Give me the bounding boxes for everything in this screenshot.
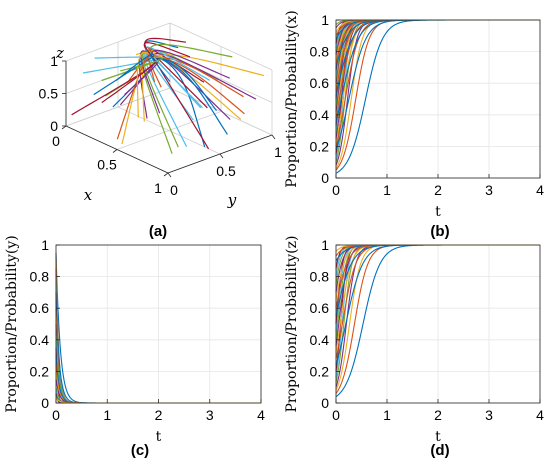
panel-c-x-tick-label: 3 (206, 407, 214, 423)
panel-c-y-tick-label: 0.6 (30, 300, 50, 316)
panel-d-x-tick-label: 1 (383, 407, 391, 423)
panel-a-x-tick (112, 149, 118, 153)
panel-a-trajectory (153, 56, 228, 135)
panel-c-x-axis-title: t (156, 429, 162, 445)
panel-a-x-tick-label: 1 (154, 180, 162, 196)
panel-a-y-tick-label: 0 (170, 182, 178, 198)
panel-c-y-tick-label: 0 (41, 395, 49, 411)
panel-b-y-tick-label: 0.6 (310, 75, 330, 91)
panel-b-x-tick-label: 0 (332, 182, 340, 198)
panel-a-trajectory (115, 53, 155, 81)
panel-b-y-tick-label: 1 (321, 12, 329, 28)
panel-d-x-tick-label: 3 (485, 407, 493, 423)
panel-a-x-tick-label: 0 (52, 133, 60, 149)
panel-c-y-tick-label: 0.8 (30, 269, 50, 285)
panel-a-trajectory (142, 51, 179, 148)
panel-label-c: (c) (131, 442, 149, 459)
panel-b-plot: 0 1 2 3 4 0 0.2 0.4 0.6 0.8 1 t Proportion/Probabili… (284, 10, 544, 220)
panel-a-z-tick-label: 1 (50, 53, 58, 69)
panel-c-x-tick-label: 2 (155, 407, 163, 423)
panel-b-x-tick-label: 4 (536, 182, 544, 198)
panel-a-grid-wall (169, 22, 273, 71)
panel-a-x-tick (163, 172, 169, 177)
panel-b-y-tick-label: 0.8 (310, 44, 330, 60)
panel-c-y-tick-label: 1 (41, 237, 49, 253)
panel-d-y-tick-label: 1 (321, 237, 329, 253)
panel-a-trajectory (120, 56, 164, 72)
panel-a-z-axis-title: z (55, 44, 64, 62)
panel-c-y-axis-title: Proportion/Probability(y) (4, 235, 20, 413)
panel-a-grid-wall (65, 22, 171, 62)
panel-a-trajectory (144, 37, 187, 58)
panel-a-grid-floor (117, 106, 221, 155)
panel-a-z-tick-label: 0 (50, 118, 58, 134)
panel-b-y-tick-label: 0.4 (310, 107, 330, 123)
panel-c-x-tick-label: 4 (257, 407, 265, 423)
panel-a-trajectory (153, 56, 206, 148)
panel-b-y-tick-label: 0.2 (310, 138, 330, 154)
panel-b-x-tick-label: 1 (383, 182, 391, 198)
panel-a-y-tick (219, 153, 224, 159)
panel-a-x-axis-title: x (84, 186, 93, 204)
panel-a-trajectory (152, 55, 242, 120)
panel-b-y-tick-label: 0 (321, 170, 329, 186)
panel-d-y-axis-title: Proportion/Probability(z) (284, 236, 300, 413)
panel-label-b: (b) (430, 223, 449, 240)
panel-d-x-axis-title: t (435, 429, 441, 445)
panel-d-y-tick-label: 0.2 (310, 363, 330, 379)
panel-a-x-tick-label: 0.5 (97, 157, 117, 173)
panel-b-x-tick-label: 3 (485, 182, 493, 198)
panel-b-y-axis-title: Proportion/Probability(x) (284, 10, 300, 188)
panel-a-y-axis-title: y (227, 191, 237, 209)
panel-a-trajectory (136, 51, 154, 118)
panel-label-a: (a) (149, 223, 167, 240)
panel-c-y-tick-label: 0.4 (30, 332, 50, 348)
panel-d-y-tick-label: 0.4 (310, 332, 330, 348)
panel-d-x-tick-label: 0 (332, 407, 340, 423)
panel-b-x-axis-title: t (435, 204, 441, 220)
panel-c-x-tick-label: 1 (103, 407, 111, 423)
panel-d-plot: 0 1 2 3 4 0 0.2 0.4 0.6 0.8 1 t Proportion/Probabili… (284, 236, 544, 445)
panel-d-x-tick-label: 2 (434, 407, 442, 423)
panel-a-trajectory (149, 43, 233, 58)
panel-a-x-tick (61, 125, 67, 130)
panel-d-y-tick-label: 0.8 (310, 269, 330, 285)
panel-a-z-tick-label: 0.5 (39, 86, 59, 102)
panel-a-y-tick-label: 0.5 (216, 163, 236, 179)
panel-a-trajectory (152, 54, 265, 77)
panel-a-y-tick-label: 1 (274, 144, 282, 160)
panel-a-y-tick (271, 134, 276, 140)
panel-c-y-tick-label: 0.2 (30, 363, 50, 379)
panel-d-x-tick-label: 4 (536, 407, 544, 423)
panel-a-trajectory (151, 49, 230, 79)
panel-c-x-tick-label: 0 (52, 407, 60, 423)
panel-d-y-tick-label: 0.6 (310, 300, 330, 316)
panel-a-y-tick (167, 172, 172, 178)
panel-label-d: (d) (430, 442, 449, 459)
panel-a-trajectory (135, 49, 155, 58)
panel-b-x-tick-label: 2 (434, 182, 442, 198)
panel-c-plot: 0 1 2 3 4 0 0.2 0.4 0.6 0.8 1 t Proportion/Probabili… (4, 235, 265, 445)
panel-d-y-tick-label: 0 (321, 395, 329, 411)
